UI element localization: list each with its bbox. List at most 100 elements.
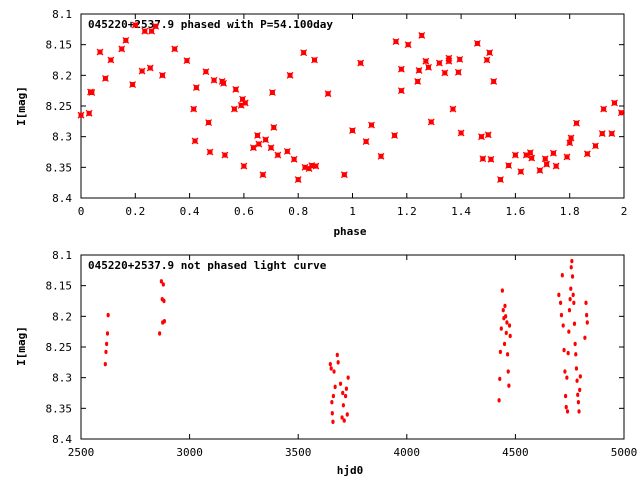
x-tick-label: 3000	[176, 446, 203, 459]
data-point	[340, 415, 344, 420]
data-point	[241, 99, 249, 107]
data-point	[162, 298, 166, 304]
data-point	[342, 418, 346, 423]
data-point	[77, 111, 85, 119]
x-tick-label: 0.8	[288, 205, 308, 218]
data-point	[569, 286, 573, 291]
data-point	[422, 57, 430, 65]
x-tick-label: 2500	[68, 446, 95, 459]
y-tick-label: 8.15	[46, 39, 73, 52]
data-point	[183, 57, 191, 65]
data-point	[158, 331, 162, 336]
data-point	[562, 347, 566, 353]
x-tick-label: 3500	[285, 446, 312, 459]
data-point	[617, 109, 625, 117]
data-point	[449, 105, 457, 113]
x-tick-label: 1.8	[560, 205, 580, 218]
y-tick-label: 8.15	[46, 280, 73, 293]
data-point	[504, 314, 508, 319]
data-point	[161, 282, 165, 287]
data-point	[344, 386, 349, 391]
y-tick-label: 8.25	[46, 341, 73, 354]
data-point	[506, 369, 510, 374]
data-point	[503, 303, 507, 309]
x-tick-label: 1.2	[397, 205, 417, 218]
data-point	[427, 118, 435, 126]
data-point	[328, 361, 332, 367]
y-tick-label: 8.4	[52, 192, 72, 205]
data-point	[221, 151, 229, 159]
data-point	[159, 279, 163, 284]
x-tick-label: 0.4	[180, 205, 200, 218]
data-point	[103, 361, 107, 367]
data-point	[456, 55, 464, 63]
data-point	[259, 171, 267, 179]
data-point	[397, 65, 405, 73]
data-point	[490, 78, 498, 85]
data-point	[564, 404, 568, 410]
data-point	[507, 323, 512, 328]
data-point	[585, 320, 589, 325]
data-point	[435, 59, 443, 67]
data-point	[507, 383, 511, 388]
data-point	[457, 129, 465, 137]
data-point	[159, 71, 166, 79]
data-point	[567, 134, 575, 142]
data-point	[572, 321, 577, 326]
data-point	[232, 86, 240, 93]
data-point	[341, 403, 345, 408]
data-point	[357, 59, 365, 67]
data-point	[105, 331, 110, 336]
data-point	[592, 142, 599, 150]
phased-panel: 045220+2537.9 phased with P=54.100day ph…	[15, 8, 627, 238]
x-axis-label: phase	[333, 225, 366, 238]
x-tick-label: 0.6	[234, 205, 254, 218]
y-tick-label: 8.35	[46, 161, 73, 174]
data-point	[584, 300, 588, 306]
data-point	[349, 127, 356, 134]
data-point	[543, 160, 551, 168]
chart-title: 045220+2537.9 not phased light curve	[88, 259, 327, 272]
data-point	[583, 335, 587, 340]
data-point	[549, 149, 557, 157]
data-point	[441, 69, 449, 77]
data-point	[611, 99, 618, 107]
data-point	[330, 400, 334, 405]
data-point	[267, 144, 275, 152]
data-point	[107, 56, 115, 64]
data-point	[331, 393, 335, 399]
data-point	[600, 105, 608, 113]
data-point	[536, 166, 544, 174]
data-point	[498, 376, 502, 382]
data-point	[414, 78, 422, 85]
data-point	[249, 144, 257, 152]
data-point	[330, 411, 334, 416]
data-point	[484, 131, 492, 139]
data-point	[262, 136, 270, 144]
y-tick-label: 8.2	[52, 310, 72, 323]
x-tick-label: 0.2	[125, 205, 145, 218]
data-point	[146, 64, 154, 72]
x-tick-label: 0	[78, 205, 85, 218]
data-point	[205, 119, 213, 126]
data-point	[566, 139, 574, 147]
data-point	[583, 150, 591, 158]
plot-frame	[80, 13, 625, 199]
data-point	[415, 67, 423, 74]
data-point	[541, 155, 549, 163]
data-point	[505, 352, 510, 357]
y-tick-label: 8.25	[46, 100, 73, 113]
y-tick-label: 8.1	[52, 8, 72, 21]
data-point	[598, 130, 606, 138]
data-point	[311, 56, 318, 64]
x-tick-label: 1.6	[505, 205, 525, 218]
data-point	[341, 390, 345, 396]
data-point	[505, 162, 513, 169]
data-point	[487, 155, 495, 163]
data-point	[473, 40, 481, 47]
data-point	[345, 412, 349, 417]
data-point	[329, 366, 333, 371]
data-point	[569, 265, 573, 270]
data-point	[565, 375, 569, 380]
